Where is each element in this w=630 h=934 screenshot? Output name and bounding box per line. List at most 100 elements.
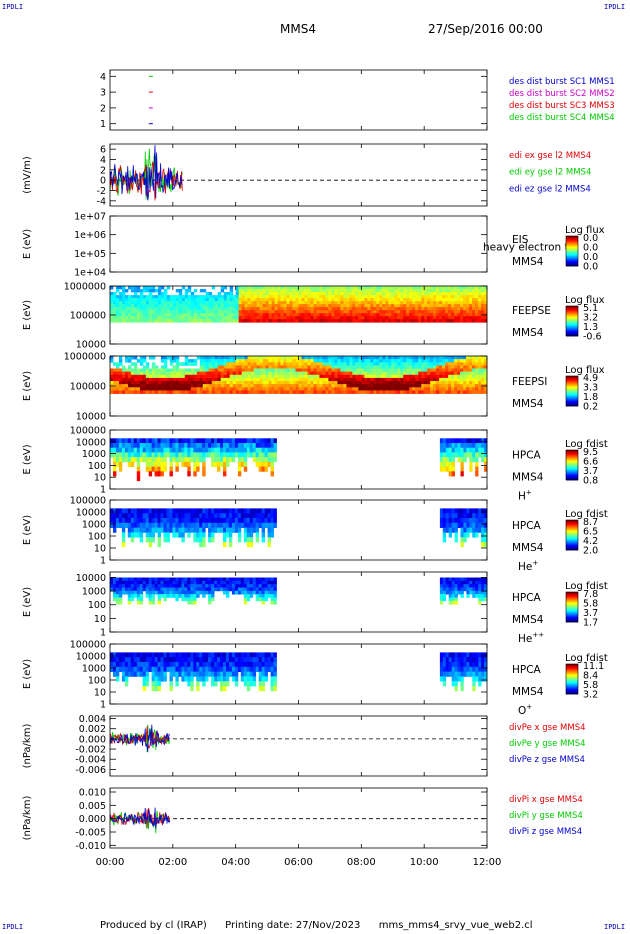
spectrogram-cell [415,298,419,302]
spectrogram-cell [157,590,161,595]
spectrogram-cell [277,304,281,308]
spectrogram-cell [451,461,455,467]
spectrogram-cell [238,359,243,363]
colorbar-swatch [566,316,578,318]
spectrogram-cell [217,292,222,296]
spectrogram-cell [214,587,218,592]
spectrogram-cell [217,371,222,376]
spectrogram-cell [264,587,268,592]
spectrogram-cell [472,319,476,323]
spectrogram-cell [205,381,210,385]
spectrogram-cell [181,508,185,514]
spectrogram-cell [361,374,365,379]
spectrogram-cell [136,289,141,293]
spectrogram-cell [160,443,164,449]
colorbar-swatch [566,323,578,325]
spectrogram-cell [190,381,195,385]
spectrogram-cell [385,387,389,391]
spectrogram-cell [228,443,233,449]
spectrogram-cell [148,527,153,533]
spectrogram-cell [445,319,449,323]
species-label: He++ [518,631,544,645]
spectrogram-cell [163,587,167,592]
spectrogram-cell [400,319,404,323]
spectrogram-cell [289,384,293,388]
spectrogram-cell [430,390,434,394]
spectrogram-cell [267,508,271,514]
spectrogram-cell [214,522,218,528]
spectrogram-cell [187,374,192,379]
spectrogram-cell [430,307,434,311]
spectrogram-cell [169,387,174,391]
spectrogram-cell [208,508,212,514]
spectrogram-cell [379,295,383,299]
spectrogram-cell [463,310,467,314]
spectrogram-cell [355,319,359,323]
spectrogram-cell [244,307,248,311]
spectrogram-cell [145,657,150,663]
spectrogram-cell [116,307,120,311]
spectrogram-cell [292,292,296,296]
spectrogram-cell [316,371,320,376]
spectrogram-cell [160,319,165,323]
spectrogram-cell [484,292,488,296]
spectrogram-cell [128,313,132,317]
spectrogram-cell [259,365,263,369]
colorbar-swatch [566,257,578,259]
y-tick-label: 10000 [76,508,106,519]
spectrogram-cell [184,652,188,658]
spectrogram-cell [217,577,221,582]
spectrogram-cell [406,292,410,296]
spectrogram-cell [481,377,485,382]
spectrogram-cell [175,304,180,308]
colorbar-swatch [566,465,578,467]
spectrogram-cell [466,368,470,372]
spectrogram-cell [373,374,377,379]
spectrogram-cell [148,657,153,663]
spectrogram-cell [220,387,225,391]
spectrogram-cell [184,666,188,672]
spectrogram-cell [118,508,123,514]
spectrogram-cell [400,365,404,369]
spectrogram-cell [199,316,204,320]
spectrogram-cell [130,377,135,382]
spectrogram-cell [409,301,413,305]
spectrogram-cell [304,374,308,379]
spectrogram-cell [277,295,281,299]
colorbar-swatch [566,398,578,400]
spectrogram-cell [142,384,147,388]
spectrogram-cell [116,298,120,302]
spectrogram-cell [211,307,216,311]
spectrogram-cell [472,452,476,458]
colorbar-swatch [566,472,578,474]
spectrogram-cell [394,289,398,293]
spectrogram-cell [169,359,174,363]
spectrogram-cell [249,542,254,548]
spectrogram-cell [475,295,479,299]
spectrogram-cell [127,457,132,463]
spectrogram-cell [433,307,437,311]
spectrogram-cell [310,365,314,369]
spectrogram-cell [289,292,293,296]
spectrogram-cell [244,301,248,305]
spectrogram-cell [358,304,362,308]
spectrogram-cell [121,652,126,658]
spectrogram-cell [337,310,341,314]
spectrogram-cell [271,310,275,314]
spectrogram-cell [110,316,114,320]
spectrogram-cell [175,518,179,524]
spectrogram-cell [178,368,183,372]
spectrogram-cell [280,307,284,311]
spectrogram-cell [148,371,153,376]
spectrogram-cell [214,316,219,320]
spectrogram-cell [448,362,452,366]
spectrogram-cell [169,316,174,320]
spectrogram-cell [113,304,117,308]
spectrogram-cell [319,356,323,360]
spectrogram-cell [343,377,347,382]
spectrogram-cell [349,387,353,391]
spectrogram-cell [169,319,174,323]
spectrogram-cell [454,381,458,385]
corner-tag-top-right: IPDLI [604,3,626,11]
spectrogram-cell [231,587,236,592]
